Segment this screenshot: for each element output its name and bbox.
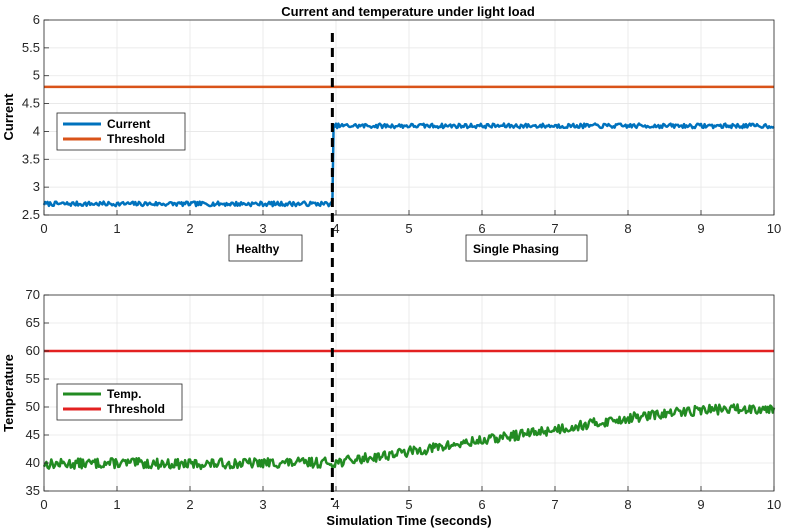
current-legend-box [56, 112, 186, 151]
x-axis-label: Simulation Time (seconds) [326, 513, 491, 528]
temperature-x-tick-label: 3 [259, 497, 266, 512]
current-x-tick-label: 9 [697, 221, 704, 236]
current-x-tick-label: 7 [551, 221, 558, 236]
temperature-x-tick-label: 2 [186, 497, 193, 512]
current-y-tick-label: 3.5 [22, 151, 40, 166]
current-x-tick-label: 5 [405, 221, 412, 236]
current-legend-label: Current [107, 117, 150, 131]
temperature-y-tick-label: 55 [26, 371, 40, 386]
temperature-y-tick-label: 40 [26, 455, 40, 470]
temperature-x-tick-label: 0 [40, 497, 47, 512]
current-series [42, 85, 775, 208]
current-threshold-legend-label: Threshold [107, 132, 165, 146]
annotation-healthy-text: Healthy [236, 242, 280, 256]
current-y-tick-label: 5 [33, 68, 40, 83]
current-ticks: 0 1 2 3 4 5 6 7 8 9 10 2.5 3 3.5 4 4.5 5 5.5 6 [22, 12, 781, 236]
annotation-healthy: Healthy [228, 234, 303, 262]
temperature-x-tick-label: 7 [551, 497, 558, 512]
chart-title: Current and temperature under light load [281, 4, 535, 19]
current-y-tick-label: 6 [33, 12, 40, 27]
temperature-x-tick-label: 10 [767, 497, 781, 512]
current-x-tick-label: 10 [767, 221, 781, 236]
current-x-tick-label: 1 [113, 221, 120, 236]
annotation-healthy-box [228, 234, 303, 262]
temperature-legend-box [56, 383, 183, 421]
temperature-x-tick-label: 6 [478, 497, 485, 512]
temperature-legend: Temp. Threshold [56, 383, 183, 421]
temperature-x-tick-label: 1 [113, 497, 120, 512]
current-x-tick-label: 2 [186, 221, 193, 236]
current-y-tick-label: 2.5 [22, 207, 40, 222]
current-y-tick-label: 4.5 [22, 96, 40, 111]
temperature-x-tick-label: 8 [624, 497, 631, 512]
temperature-series-temp-line [42, 403, 776, 471]
temperature-y-tick-label: 60 [26, 343, 40, 358]
current-y-label: Current [1, 93, 16, 141]
temperature-y-tick-label: 45 [26, 427, 40, 442]
annotation-single-phasing-box [465, 234, 588, 262]
temperature-y-tick-label: 35 [26, 483, 40, 498]
temperature-series [42, 349, 776, 471]
current-x-tick-label: 0 [40, 221, 47, 236]
current-x-tick-label: 8 [624, 221, 631, 236]
current-y-tick-label: 5.5 [22, 40, 40, 55]
temperature-x-tick-label: 9 [697, 497, 704, 512]
temperature-threshold-legend-label: Threshold [107, 402, 165, 416]
annotation-single-phasing-text: Single Phasing [473, 242, 559, 256]
temperature-y-tick-label: 65 [26, 315, 40, 330]
temperature-legend-label: Temp. [107, 387, 141, 401]
current-series-current-line [42, 122, 775, 208]
temperature-y-tick-label: 70 [26, 287, 40, 302]
temperature-y-label: Temperature [1, 354, 16, 432]
current-x-tick-label: 3 [259, 221, 266, 236]
temperature-x-tick-label: 5 [405, 497, 412, 512]
current-x-tick-label: 6 [478, 221, 485, 236]
current-y-tick-label: 4 [33, 123, 40, 138]
current-legend: Current Threshold [56, 112, 186, 151]
current-x-tick-label: 4 [332, 221, 339, 236]
current-y-tick-label: 3 [33, 179, 40, 194]
current-axes: 0 1 2 3 4 5 6 7 8 9 10 2.5 3 3.5 4 4.5 5 5.5 6 Current Cur… [1, 12, 781, 236]
temperature-x-tick-label: 4 [332, 497, 339, 512]
temperature-y-tick-label: 50 [26, 399, 40, 414]
annotation-single-phasing: Single Phasing [465, 234, 588, 262]
